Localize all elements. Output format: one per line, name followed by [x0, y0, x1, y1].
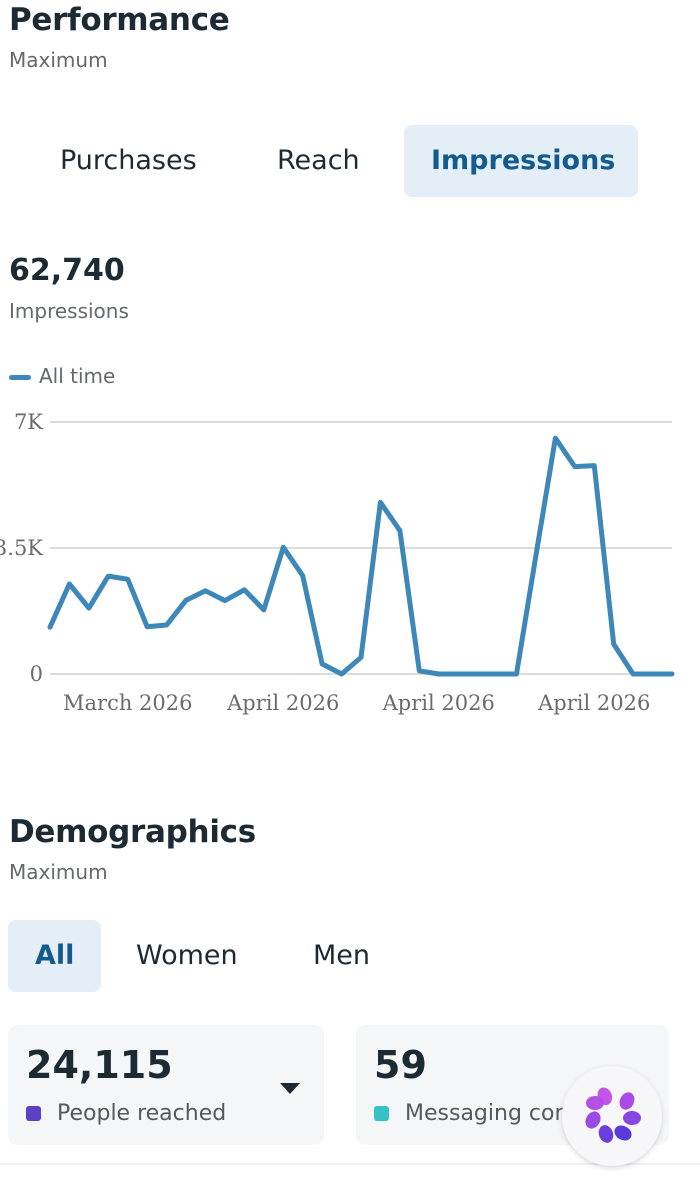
tab-impressions[interactable]: Impressions [404, 125, 638, 197]
impressions-chart: 0 3.5K 7K March 2026 April 2026 April 2026 Ap… [0, 410, 675, 715]
messaging-value: 59 [374, 1043, 427, 1087]
impressions-total: 62,740 [9, 253, 125, 288]
tab-women[interactable]: Women [136, 940, 238, 971]
x-tick-label: April 2026 [382, 691, 495, 715]
people-reached-text: People reached [57, 1101, 227, 1126]
legend-line-icon [9, 375, 31, 380]
people-reached-label: People reached [26, 1101, 226, 1126]
dropdown-triangle-icon[interactable] [280, 1083, 300, 1094]
messaging-text: Messaging con [405, 1101, 569, 1126]
tab-all[interactable]: All [8, 920, 102, 992]
y-tick-label: 3.5K [0, 536, 43, 560]
performance-title: Performance [9, 2, 230, 38]
people-reached-card[interactable]: 24,115 People reached [8, 1025, 324, 1145]
x-tick-label: April 2026 [226, 691, 339, 715]
ai-assistant-icon [585, 1087, 641, 1143]
demographics-subtitle: Maximum [9, 860, 108, 884]
divider [0, 1163, 700, 1165]
people-reached-value: 24,115 [26, 1043, 173, 1087]
tab-men[interactable]: Men [313, 940, 371, 971]
ai-assistant-button[interactable] [562, 1066, 662, 1166]
demographics-title: Demographics [9, 814, 256, 850]
chart-legend: All time [9, 364, 115, 388]
x-tick-label: March 2026 [63, 691, 192, 715]
impressions-label: Impressions [9, 299, 129, 323]
y-tick-label: 0 [30, 662, 43, 686]
tab-reach[interactable]: Reach [277, 145, 360, 176]
x-tick-label: April 2026 [537, 691, 650, 715]
y-tick-label: 7K [14, 410, 43, 434]
series-line [47, 435, 675, 677]
purple-square-icon [26, 1106, 41, 1121]
performance-subtitle: Maximum [9, 48, 108, 72]
messaging-label: Messaging con [374, 1101, 568, 1126]
legend-label: All time [39, 364, 116, 388]
tab-purchases[interactable]: Purchases [60, 145, 197, 176]
teal-square-icon [374, 1106, 389, 1121]
